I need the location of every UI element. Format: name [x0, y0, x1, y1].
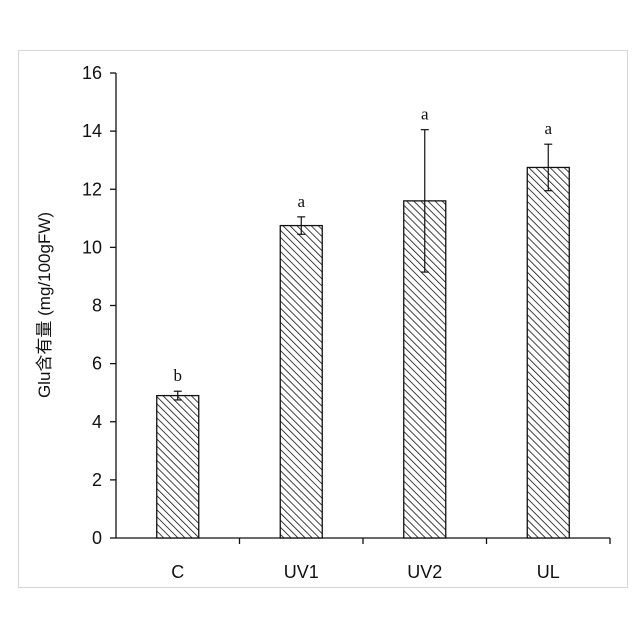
- y-tick-label: 6: [92, 354, 102, 374]
- significance-labels: b a a a: [174, 105, 553, 386]
- error-bars: [174, 130, 553, 400]
- significance-label: b: [174, 366, 183, 385]
- x-tick-label: C: [171, 562, 184, 582]
- significance-label: a: [297, 192, 305, 211]
- y-tick-label: 8: [92, 296, 102, 316]
- y-tick-label: 14: [82, 121, 102, 141]
- y-tick-label: 2: [92, 470, 102, 490]
- x-tick-label: UV2: [407, 562, 442, 582]
- y-axis-ticks: 0 2 4 6 8 10 12 14 16: [82, 63, 116, 548]
- x-tick-label: UL: [537, 562, 560, 582]
- bar-ul: [527, 167, 569, 538]
- y-tick-label: 12: [82, 179, 102, 199]
- x-axis-labels: C UV1 UV2 UL: [171, 538, 610, 582]
- y-tick-label: 0: [92, 528, 102, 548]
- significance-label: a: [544, 119, 552, 138]
- y-axis-label: Glu含有量 (mg/100gFW): [35, 212, 54, 398]
- y-tick-label: 10: [82, 237, 102, 257]
- y-tick-label: 16: [82, 63, 102, 83]
- significance-label: a: [421, 105, 429, 124]
- bars: [157, 167, 570, 538]
- bar-c: [157, 396, 199, 538]
- x-tick-label: UV1: [284, 562, 319, 582]
- bar-uv1: [280, 226, 322, 538]
- y-tick-label: 4: [92, 412, 102, 432]
